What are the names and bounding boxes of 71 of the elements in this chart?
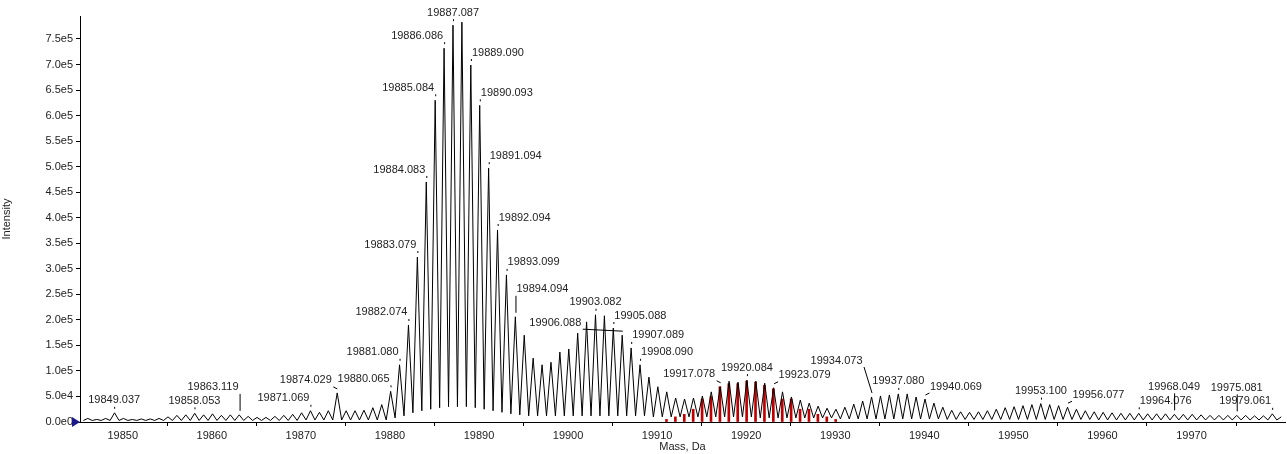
annotation: 19884.083 xyxy=(373,162,426,175)
x-tick-label: 19950 xyxy=(998,428,1029,441)
x-tick-label: 19970 xyxy=(1176,428,1207,441)
y-tick-label: 2.0e5 xyxy=(45,312,73,325)
annotation: 19956.077 xyxy=(1072,387,1125,400)
annotation: 19905.088 xyxy=(614,308,667,321)
bar xyxy=(674,416,677,422)
y-tick-label: 6.5e5 xyxy=(45,83,73,96)
x-axis-title: Mass, Da xyxy=(659,440,707,453)
x-tick-label: 19920 xyxy=(730,428,762,441)
x-tick-label: 19870 xyxy=(285,428,317,441)
annotation: 19883.079 xyxy=(364,237,417,250)
annotation: 19890.093 xyxy=(480,85,533,98)
annotation: 19886.086 xyxy=(391,28,444,41)
y-tick-label: 6.0e5 xyxy=(45,108,73,121)
y-tick-label: 5.0e4 xyxy=(45,389,73,402)
annotation: 19889.090 xyxy=(471,45,524,58)
x-tick-label: 19960 xyxy=(1087,428,1118,441)
x-tick-label: 19890 xyxy=(463,428,495,441)
annotation: 19882.074 xyxy=(355,305,408,318)
y-tick-label: 4.0e5 xyxy=(45,210,73,223)
x-tick-label: 19940 xyxy=(909,428,940,441)
y-tick-label: 7.0e5 xyxy=(45,57,73,70)
annotation: 19937.080 xyxy=(872,374,925,387)
bar xyxy=(825,416,829,422)
annotation: 19917.078 xyxy=(663,367,716,380)
bar xyxy=(665,419,668,422)
annotation: 19849.037 xyxy=(88,393,141,406)
x-tick-label: 19900 xyxy=(552,428,584,441)
bar xyxy=(691,408,695,422)
annotation: 19885.084 xyxy=(382,80,435,93)
annotation: 19907.089 xyxy=(632,328,685,341)
x-tick-label: 19930 xyxy=(819,428,851,441)
annotation: 19975.081 xyxy=(1210,380,1263,393)
annotation: 19920.084 xyxy=(720,360,773,373)
annotation: 19908.090 xyxy=(641,345,694,358)
y-axis-title: Intensity xyxy=(0,198,12,240)
bar xyxy=(780,398,784,422)
annotation: 19863.119 xyxy=(187,380,239,393)
annotation: 19871.069 xyxy=(257,391,310,404)
y-tick-label: 3.5e5 xyxy=(45,236,73,249)
y-tick-label: 3.0e5 xyxy=(45,261,73,274)
annotation: 19934.073 xyxy=(810,353,863,366)
annotation: 19891.094 xyxy=(489,148,542,161)
annotation: 19880.065 xyxy=(337,371,390,384)
y-tick-label: 5.0e5 xyxy=(45,159,73,172)
bar xyxy=(834,419,838,422)
annotation: 19858.053 xyxy=(168,393,221,406)
bar xyxy=(682,414,686,422)
annotation: 19923.079 xyxy=(778,368,831,381)
y-tick-label: 1.0e5 xyxy=(45,363,73,376)
annotation: 19894.094 xyxy=(516,282,569,295)
annotation: 19903.082 xyxy=(569,295,622,308)
annotation: 19881.080 xyxy=(346,345,399,358)
y-tick-label: 2.5e5 xyxy=(45,287,73,300)
annotation: 19892.094 xyxy=(498,210,551,223)
x-tick-label: 19910 xyxy=(641,428,673,441)
x-tick-label: 19860 xyxy=(196,428,228,441)
annotation: 19968.049 xyxy=(1148,379,1201,392)
y-tick-label: 1.5e5 xyxy=(45,338,73,351)
annotation: 19893.099 xyxy=(507,255,560,268)
annotation: 19887.087 xyxy=(427,5,480,18)
y-tick-label: 7.5e5 xyxy=(45,32,73,45)
y-tick-label: 4.5e5 xyxy=(45,185,73,198)
x-tick-label: 19880 xyxy=(374,428,406,441)
annotation: 19953.100 xyxy=(1014,384,1067,397)
annotation: 19906.088 xyxy=(529,315,582,328)
annotation: 19874.029 xyxy=(279,373,332,386)
annotation: 19940.069 xyxy=(929,379,982,392)
x-tick-label: 19850 xyxy=(107,428,139,441)
y-tick-label: 5.5e5 xyxy=(45,134,73,147)
